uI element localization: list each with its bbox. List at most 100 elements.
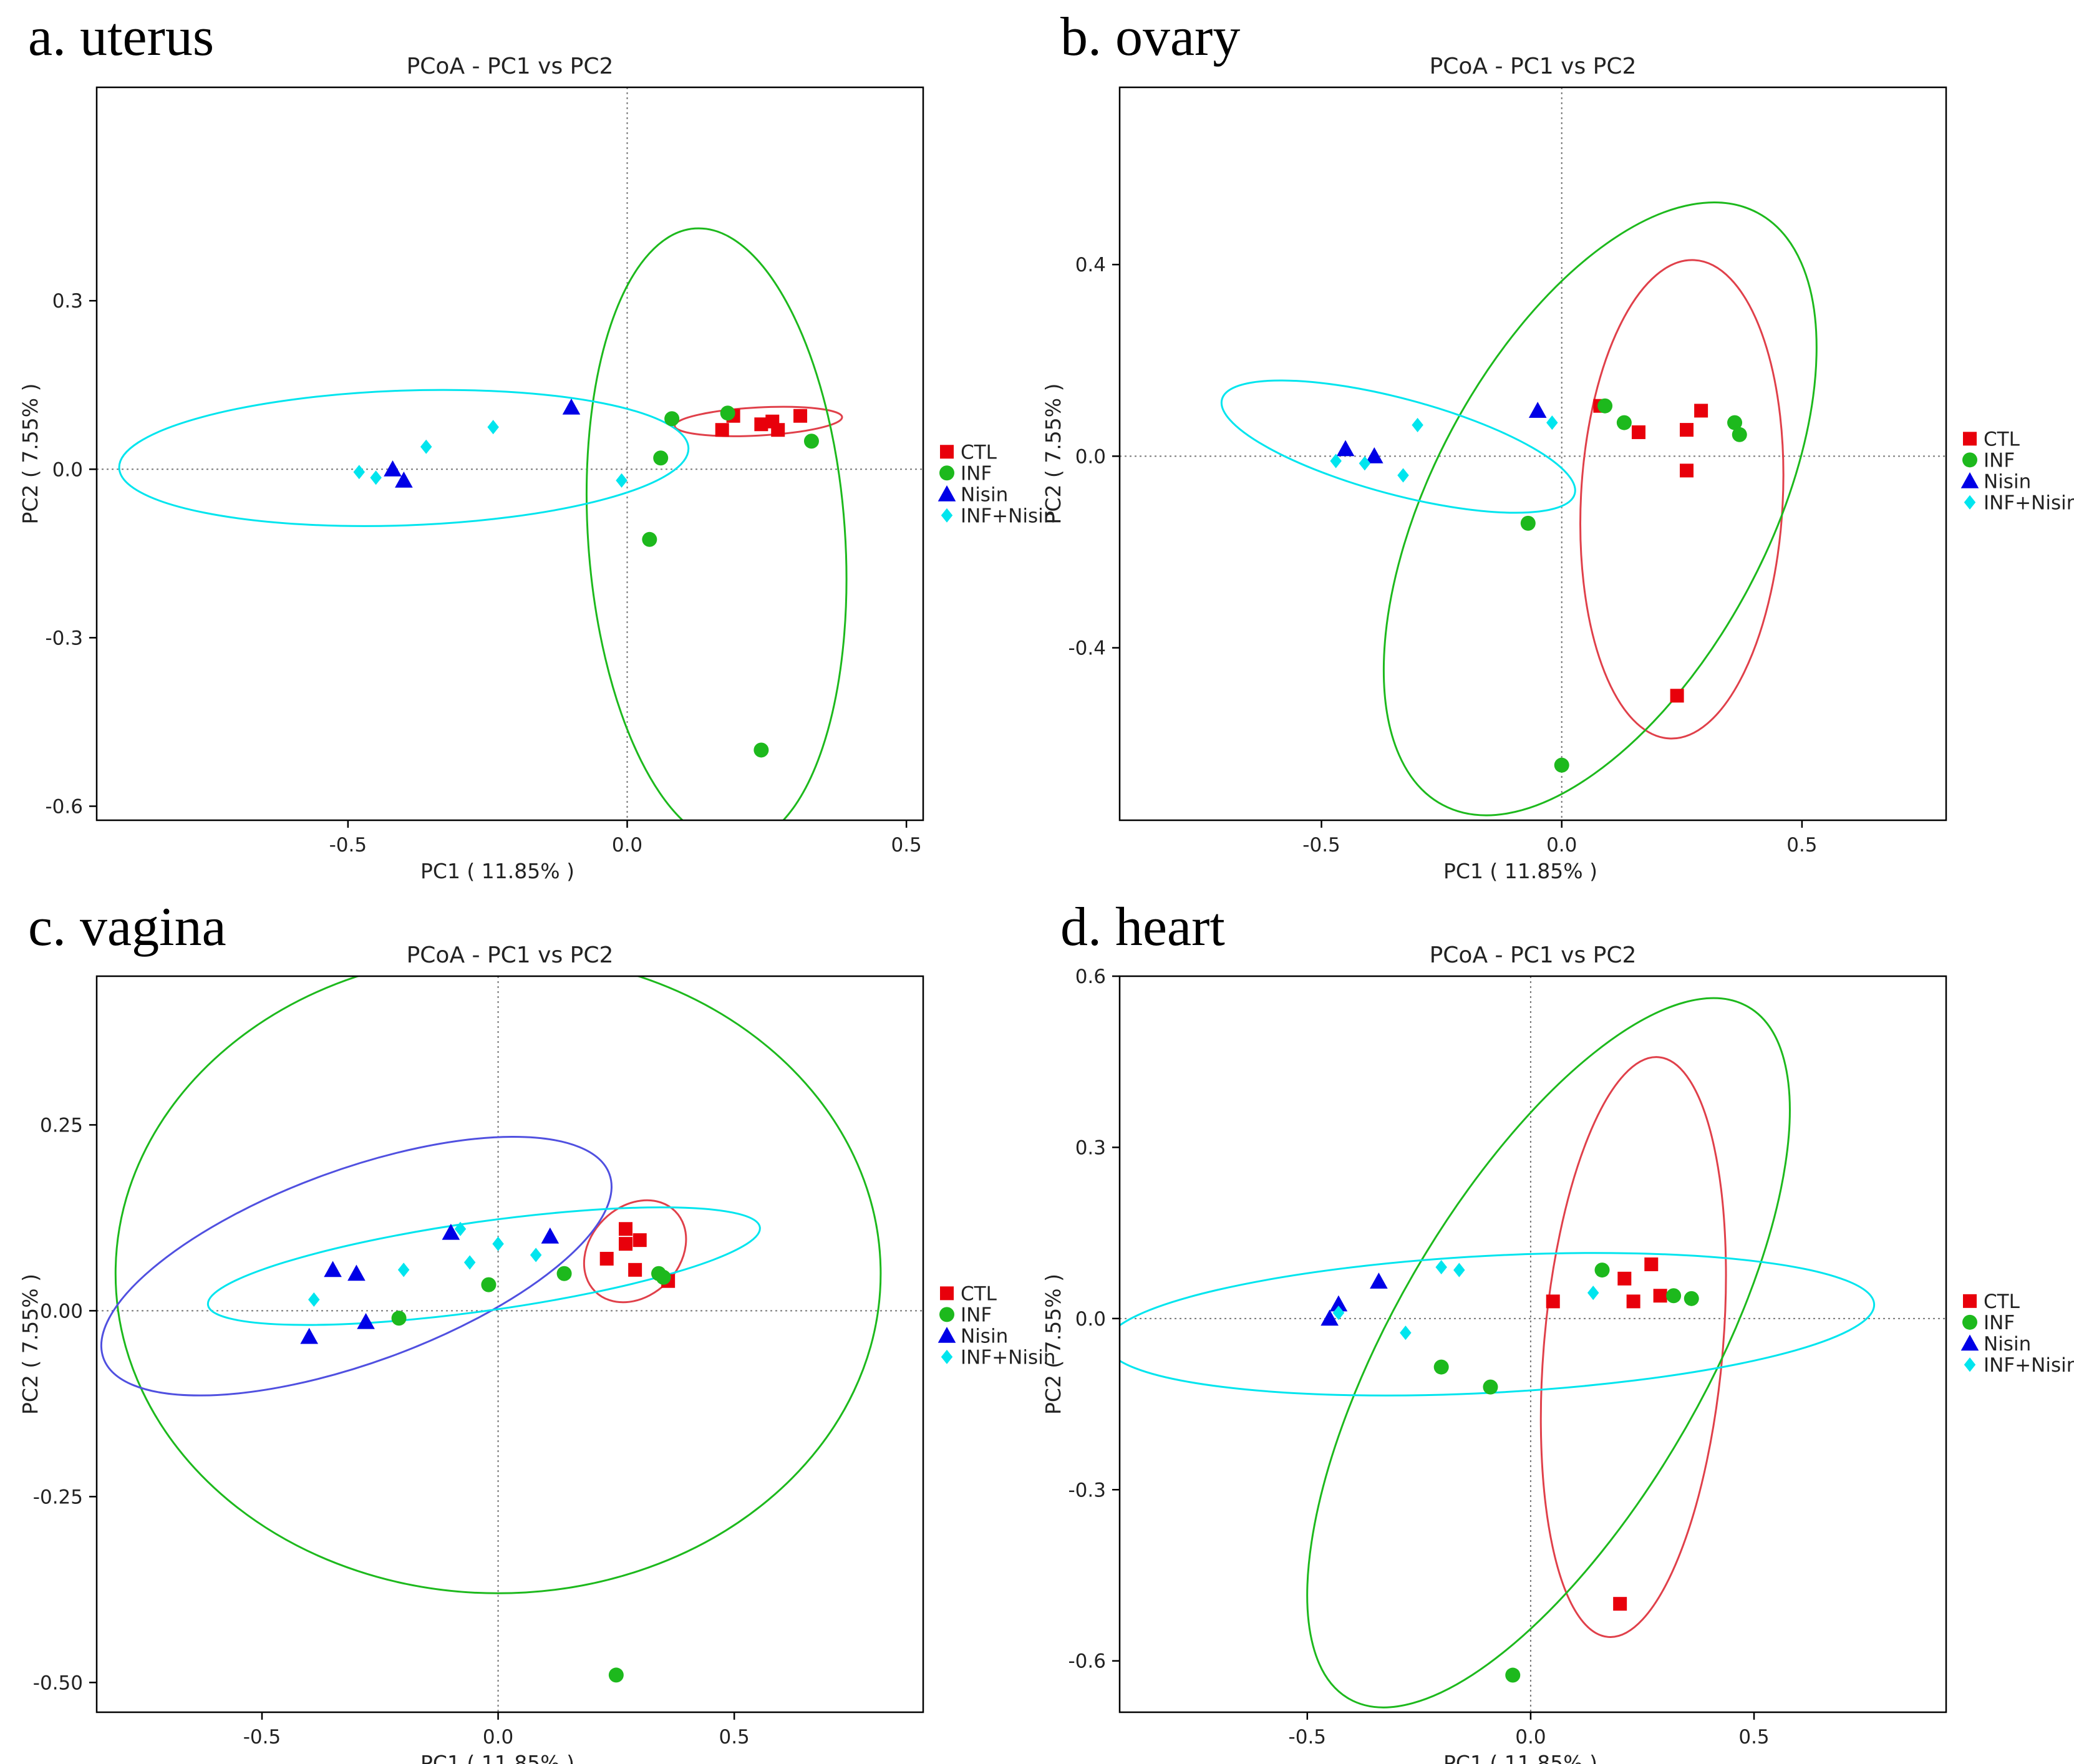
data-point	[1644, 1257, 1659, 1271]
ellipse-inf	[1382, 201, 1818, 817]
y-tick-label: -0.4	[1068, 637, 1107, 660]
data-point	[803, 434, 819, 449]
series-nisin	[300, 1223, 560, 1344]
legend-marker	[940, 445, 954, 459]
ellipse-ctl	[1539, 1056, 1727, 1638]
x-tick-label: 0.5	[891, 834, 921, 856]
legend-label: INF+Nisin	[1984, 492, 2074, 514]
data-point	[481, 1277, 497, 1292]
y-tick-label: 0.4	[1075, 254, 1106, 276]
data-point	[793, 409, 808, 423]
data-point	[1626, 1294, 1640, 1309]
data-point	[1732, 427, 1747, 442]
data-point	[1631, 425, 1645, 439]
data-point	[628, 1262, 642, 1277]
legend-marker	[1963, 432, 1977, 446]
plot-frame	[1118, 975, 1947, 1713]
data-point	[1546, 1294, 1560, 1309]
legend-label: INF	[1984, 1312, 2015, 1334]
legend-label: CTL	[1984, 1291, 2020, 1313]
series-ctl	[599, 1222, 676, 1288]
data-point	[420, 439, 432, 454]
data-point	[391, 1311, 407, 1326]
x-tick-label: 0.0	[612, 834, 642, 856]
series-ctl	[1593, 399, 1708, 703]
data-point	[771, 423, 785, 437]
y-tick-label: 0.3	[1075, 1136, 1106, 1159]
data-point	[1554, 757, 1569, 773]
data-point	[454, 1221, 467, 1236]
ellipse-inf	[585, 227, 848, 820]
data-point	[1359, 456, 1371, 471]
data-point	[1412, 417, 1423, 432]
x-tick-label: -0.5	[1302, 834, 1340, 856]
data-point	[1617, 1271, 1632, 1286]
legend-label: INF	[961, 1304, 992, 1326]
series-inf	[1520, 398, 1747, 773]
legend-label: INF+Nisin	[961, 505, 1055, 527]
data-point	[556, 1266, 572, 1281]
y-tick-label: 0.0	[1075, 1308, 1106, 1330]
data-point	[1365, 447, 1383, 463]
legend-marker	[941, 1349, 953, 1364]
data-point	[1653, 1289, 1667, 1303]
data-point	[1694, 404, 1708, 418]
data-point	[619, 1222, 632, 1236]
data-point	[541, 1227, 560, 1244]
series-inf	[391, 1266, 671, 1683]
data-point	[608, 1667, 624, 1683]
x-tick-label: 0.0	[483, 1726, 513, 1748]
data-point	[1483, 1379, 1498, 1395]
x-tick-label: 0.0	[1546, 834, 1577, 856]
series-nisin	[384, 398, 581, 488]
plot-frame	[95, 975, 924, 1713]
data-point	[1670, 689, 1684, 703]
x-tick-label: -0.5	[243, 1726, 281, 1748]
series-ctl	[1546, 1257, 1667, 1611]
y-tick-label: 0.0	[52, 458, 83, 481]
data-point	[1680, 423, 1694, 437]
series-inf	[1433, 1262, 1699, 1683]
data-point	[1597, 398, 1613, 414]
data-point	[1320, 1309, 1339, 1326]
legend-marker	[1962, 452, 1977, 468]
data-point	[1433, 1359, 1449, 1375]
ellipse-ctl	[583, 1199, 687, 1304]
data-point	[1370, 1272, 1388, 1289]
data-point	[1400, 1325, 1412, 1340]
y-tick-label: 0.3	[52, 290, 83, 313]
data-point	[1520, 515, 1536, 531]
legend-label: Nisin	[1984, 470, 2031, 493]
data-point	[384, 460, 402, 477]
data-point	[1453, 1262, 1465, 1277]
chart-panel-3: c. vagina PCoA - PC1 vs PC2 -0.5 0.0 0.5 0.25…	[18, 897, 1055, 1764]
series-inf-nisin	[1332, 1259, 1599, 1340]
ellipse-inf-nisin	[206, 1206, 761, 1326]
chart-panel-1: a. uterus PCoA - PC1 vs PC2 -0.5 0.0 0.5 0.3 0…	[18, 7, 1055, 883]
x-axis-label: PC1 ( 11.85% )	[420, 1751, 574, 1764]
panel-label: b. ovary	[1060, 7, 1240, 67]
data-point	[442, 1223, 460, 1240]
x-tick-label: 0.5	[719, 1726, 749, 1748]
legend-marker	[1962, 1314, 1977, 1330]
legend-label: INF+Nisin	[1984, 1354, 2074, 1377]
legend-label: INF	[961, 462, 992, 485]
data-point	[754, 417, 768, 432]
data-point	[1528, 402, 1547, 418]
data-point	[1330, 453, 1342, 468]
series-inf-nisin	[308, 1221, 542, 1307]
x-tick-label: 0.5	[1786, 834, 1817, 856]
data-point	[1613, 1597, 1627, 1611]
panel-label: d. heart	[1060, 897, 1225, 957]
chart-title: PCoA - PC1 vs PC2	[407, 943, 614, 968]
ellipse-ctl	[1579, 259, 1785, 740]
y-tick-label: -0.6	[1068, 1650, 1107, 1673]
data-point	[664, 411, 680, 427]
data-point	[395, 471, 413, 488]
data-point	[720, 405, 735, 421]
y-tick-label: 0.00	[40, 1300, 83, 1322]
legend-marker	[1964, 495, 1976, 510]
chart-title: PCoA - PC1 vs PC2	[1430, 54, 1637, 79]
